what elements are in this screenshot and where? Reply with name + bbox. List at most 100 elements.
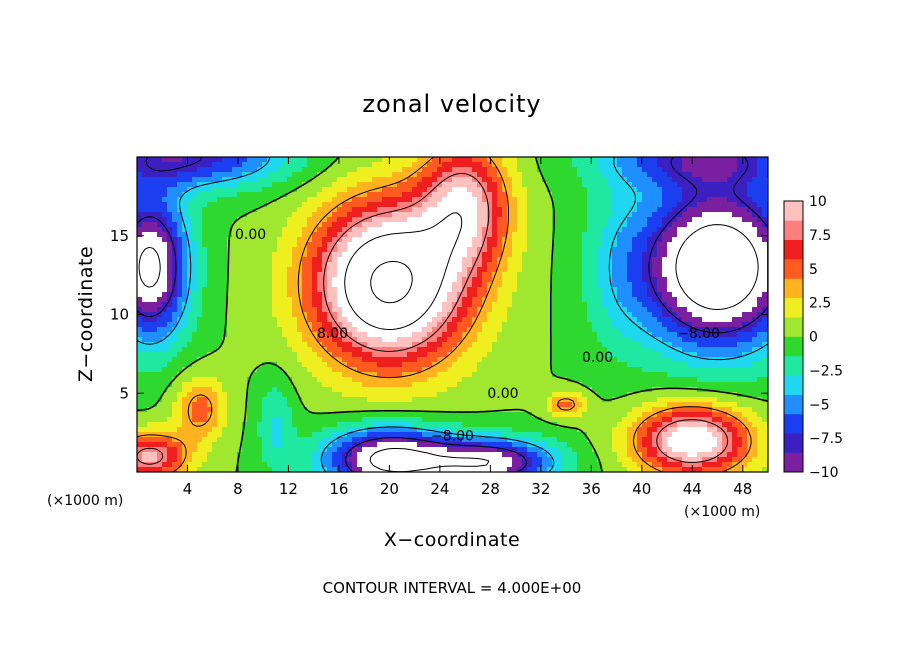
heatmap-cell [452,427,513,433]
heatmap-cell [137,392,163,398]
heatmap-cell [742,422,753,428]
heatmap-cell [692,322,743,328]
heatmap-cell [272,312,293,318]
heatmap-cell [612,192,643,198]
heatmap-cell [342,227,353,233]
heatmap-cell [752,317,763,323]
heatmap-cell [507,312,553,318]
heatmap-cell [257,177,288,183]
heatmap-cell [737,402,768,408]
heatmap-cell [617,292,633,298]
heatmap-cell [517,217,528,223]
heatmap-cell [507,232,513,238]
heatmap-cell [137,357,173,363]
heatmap-cell [552,397,578,403]
heatmap-cell [182,292,188,298]
heatmap-cell [412,207,428,213]
heatmap-cell [307,247,318,253]
heatmap-cell [172,297,178,303]
heatmap-cell [512,247,528,253]
heatmap-cell [352,237,473,243]
heatmap-cell [647,237,663,243]
heatmap-cell [577,452,598,458]
heatmap-cell [607,307,628,313]
heatmap-cell [167,417,183,423]
heatmap-cell [317,282,328,288]
heatmap-cell [617,452,628,458]
heatmap-cell [137,267,168,273]
heatmap-cell [652,312,663,318]
heatmap-cell [637,187,663,193]
heatmap-cell [482,232,493,238]
heatmap-cell [717,397,763,403]
heatmap-cell [452,347,468,353]
heatmap-cell [317,337,333,343]
heatmap-cell [687,327,753,333]
heatmap-cell [167,202,178,208]
heatmap-cell [612,427,628,433]
heatmap-cell [627,467,643,472]
heatmap-cell [192,177,223,183]
heatmap-cell [287,222,308,228]
heatmap-cell [317,247,328,253]
heatmap-cell [417,347,438,353]
heatmap-cell [157,232,168,238]
heatmap-cell [337,327,348,333]
contour-line-neg12 [138,224,759,472]
heatmap-cell [142,317,158,323]
heatmap-cell [177,182,198,188]
heatmap-cell [527,237,553,243]
heatmap-cell [642,457,658,463]
heatmap-cell [587,187,613,193]
heatmap-cell [282,442,318,448]
colorbar-tick-label: −2.5 [809,363,843,379]
heatmap-cell [222,177,258,183]
heatmap-cell [512,442,528,448]
heatmap-cell [487,167,498,173]
x-tick-label: 8 [233,480,243,498]
heatmap-cell [397,337,423,343]
heatmap-cell [632,457,643,463]
heatmap-cell [452,167,473,173]
heatmap-cell [527,442,548,448]
heatmap-cell [467,327,483,333]
heatmap-cell [177,447,183,453]
heatmap-cell [532,437,558,443]
heatmap-cell [247,157,268,163]
heatmap-cell [762,237,768,243]
heatmap-cell [607,177,628,183]
heatmap-cell [192,232,203,238]
heatmap-cell [352,332,368,338]
heatmap-cell [177,267,183,273]
heatmap-cell [642,442,653,448]
heatmap-cell [137,197,163,203]
heatmap-cell [192,457,208,463]
heatmap-cell [137,462,163,468]
heatmap-cell [137,237,163,243]
heatmap-cell [582,232,603,238]
heatmap-cell [332,457,343,463]
heatmap-cell [467,187,483,193]
heatmap-cell [477,172,488,178]
heatmap-cell [587,407,633,413]
heatmap-cell [307,222,323,228]
heatmap-cell [462,317,473,323]
heatmap-cell [342,202,368,208]
heatmap-cell [312,267,323,273]
heatmap-cell [337,242,348,248]
heatmap-cell [337,467,348,472]
heatmap-cell [462,282,473,288]
heatmap-cell [582,247,598,253]
heatmap-cell [597,247,613,253]
heatmap-cell [742,442,748,448]
heatmap-cell [487,267,498,273]
heatmap-cell [462,337,478,343]
heatmap-cell [302,272,313,278]
heatmap-cell [457,357,483,363]
heatmap-cell [667,372,768,378]
heatmap-cell [487,202,493,208]
heatmap-cell [332,277,458,283]
heatmap-cell [662,192,683,198]
colorbar-swatch [784,317,803,337]
heatmap-cell [177,467,188,472]
